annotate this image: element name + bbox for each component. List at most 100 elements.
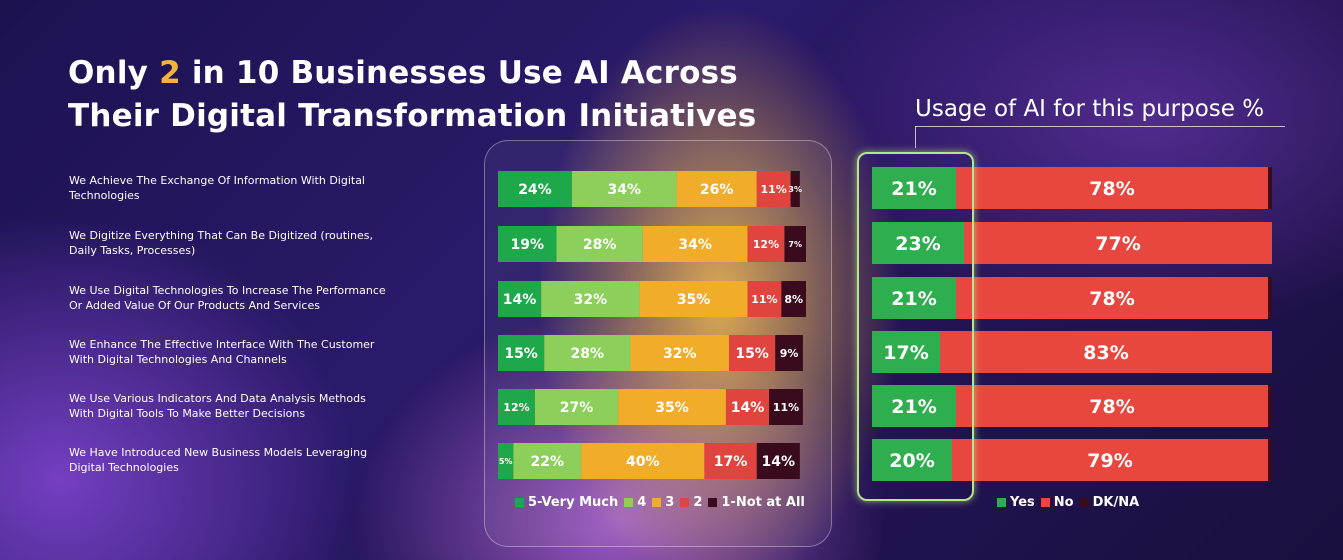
- usage-legend-label: Yes: [1010, 495, 1035, 510]
- agreement-data-label: 32%: [574, 292, 608, 308]
- row-label-line: Digital Technologies: [69, 461, 179, 474]
- usage-legend: Yes No DK/NA: [997, 495, 1145, 510]
- row-label-line: Technologies: [69, 189, 140, 202]
- usage-legend-item: Yes: [997, 495, 1035, 510]
- agreement-bar-3-row-2: [642, 226, 748, 262]
- agreement-bar-4-row-2: [556, 226, 643, 262]
- agreement-bar-2-row-5: [725, 389, 770, 425]
- title-suffix: in 10 Businesses Use AI Across: [191, 55, 738, 91]
- agreement-bar-2-row-3: [747, 281, 782, 317]
- agreement-bar-5-very-much-row-4: [498, 335, 545, 371]
- row-label-5: We Use Various Indicators And Data Analy…: [69, 391, 414, 421]
- usage-title-underline: [915, 126, 1285, 127]
- title-line2: Their Digital Transformation Initiatives: [68, 98, 757, 134]
- usage-data-label: 79%: [1087, 450, 1132, 472]
- usage-data-label: 21%: [891, 396, 936, 418]
- agreement-legend-swatch: [515, 498, 524, 507]
- agreement-bar-1-not-at-all-row-3: [781, 281, 806, 317]
- agreement-data-label: 35%: [655, 400, 689, 416]
- usage-bar-no-row-5: [956, 385, 1268, 427]
- agreement-data-label: 11%: [760, 183, 786, 196]
- agreement-legend-item: 3: [652, 495, 674, 510]
- usage-bar-no-row-1: [956, 167, 1268, 209]
- agreement-bar-4-row-6: [513, 443, 582, 479]
- usage-legend-swatch: [1040, 498, 1050, 507]
- title-highlight-number: 2: [159, 55, 181, 91]
- agreement-data-label: 12%: [503, 401, 529, 414]
- usage-data-label: 77%: [1095, 233, 1140, 255]
- usage-bar-yes-row-1: [872, 167, 956, 209]
- row-label-line: Or Added Value Of Our Products And Servi…: [69, 299, 320, 312]
- agreement-data-label: 19%: [511, 237, 545, 253]
- agreement-data-label: 24%: [518, 182, 552, 198]
- chart-title: Only 2 in 10 Businesses Use AI Across The…: [68, 52, 756, 138]
- agreement-data-label: 12%: [753, 238, 779, 251]
- usage-legend-label: DK/NA: [1092, 495, 1140, 510]
- agreement-legend-item: 2: [680, 495, 702, 510]
- agreement-data-label: 27%: [560, 400, 594, 416]
- agreement-legend-label: 5-Very Much: [528, 495, 619, 510]
- usage-bar-no-row-4: [940, 331, 1272, 373]
- agreement-data-label: 35%: [677, 292, 711, 308]
- agreement-data-label: 15%: [504, 346, 538, 362]
- row-label-line: We Achieve The Exchange Of Information W…: [69, 174, 365, 187]
- agreement-bar-5-very-much-row-3: [498, 281, 542, 317]
- usage-legend-swatch: [1079, 498, 1089, 507]
- agreement-data-label: 40%: [626, 454, 660, 470]
- agreement-bar-4-row-4: [544, 335, 631, 371]
- usage-legend-item: DK/NA: [1079, 495, 1140, 510]
- agreement-data-label: 17%: [714, 454, 748, 470]
- row-label-3: We Use Digital Technologies To Increase …: [69, 283, 414, 313]
- agreement-data-label: 22%: [531, 454, 565, 470]
- agreement-bar-3-row-4: [630, 335, 729, 371]
- agreement-legend-swatch: [652, 498, 662, 507]
- usage-data-label: 23%: [895, 233, 940, 255]
- agreement-legend-item: 1-Not at All: [708, 495, 805, 510]
- agreement-bar-2-row-2: [747, 226, 785, 262]
- usage-data-label: 17%: [883, 342, 928, 364]
- agreement-bar-1-not-at-all-row-5: [769, 389, 803, 425]
- usage-bar-no-row-2: [964, 222, 1272, 264]
- usage-chart-title: Usage of AI for this purpose %: [915, 96, 1265, 122]
- row-label-4: We Enhance The Effective Interface With …: [69, 337, 414, 367]
- agreement-data-label: 34%: [608, 182, 642, 198]
- usage-legend-label: No: [1053, 495, 1074, 510]
- row-label-line: We Digitize Everything That Can Be Digit…: [69, 229, 374, 242]
- agreement-bar-2-row-4: [729, 335, 776, 371]
- usage-data-label: 83%: [1083, 342, 1128, 364]
- agreement-bar-1-not-at-all-row-2: [784, 226, 806, 262]
- row-label-6: We Have Introduced New Business Models L…: [69, 445, 414, 475]
- agreement-legend: 5-Very Much 4 3 2 1-Not at All: [515, 495, 811, 510]
- agreement-data-label: 14%: [731, 400, 765, 416]
- agreement-data-label: 34%: [678, 237, 712, 253]
- usage-bar-yes-row-4: [872, 331, 940, 373]
- agreement-data-label: 14%: [503, 292, 537, 308]
- row-label-2: We Digitize Everything That Can Be Digit…: [69, 228, 414, 258]
- agreement-bar-5-very-much-row-1: [498, 171, 572, 207]
- agreement-bar-4-row-5: [534, 389, 619, 425]
- agreement-data-label: 32%: [663, 346, 697, 362]
- agreement-data-label: 9%: [780, 347, 799, 360]
- agreement-bar-5-very-much-row-2: [498, 226, 557, 262]
- agreement-bar-5-very-much-row-5: [498, 389, 535, 425]
- usage-data-label: 78%: [1089, 178, 1134, 200]
- agreement-bar-1-not-at-all-row-1: [790, 171, 800, 207]
- agreement-legend-label: 3: [665, 495, 675, 510]
- usage-bar-no-row-3: [956, 277, 1268, 319]
- agreement-legend-swatch: [708, 498, 718, 507]
- row-label-line: We Enhance The Effective Interface With …: [69, 338, 375, 351]
- row-label-line: Daily Tasks, Processes): [69, 244, 196, 257]
- agreement-legend-item: 4: [624, 495, 646, 510]
- usage-data-label: 21%: [891, 178, 936, 200]
- agreement-data-label: 3%: [788, 185, 802, 194]
- agreement-bar-2-row-6: [704, 443, 757, 479]
- usage-bar-dk-na-row-1: [1268, 167, 1272, 209]
- agreement-data-label: 5%: [499, 457, 513, 466]
- agreement-data-label: 7%: [788, 240, 802, 249]
- agreement-data-label: 11%: [751, 293, 777, 306]
- usage-data-label: 78%: [1089, 396, 1134, 418]
- usage-bar-dk-na-row-6: [1268, 439, 1272, 481]
- usage-bar-dk-na-row-3: [1268, 277, 1272, 319]
- agreement-bar-3-row-5: [618, 389, 726, 425]
